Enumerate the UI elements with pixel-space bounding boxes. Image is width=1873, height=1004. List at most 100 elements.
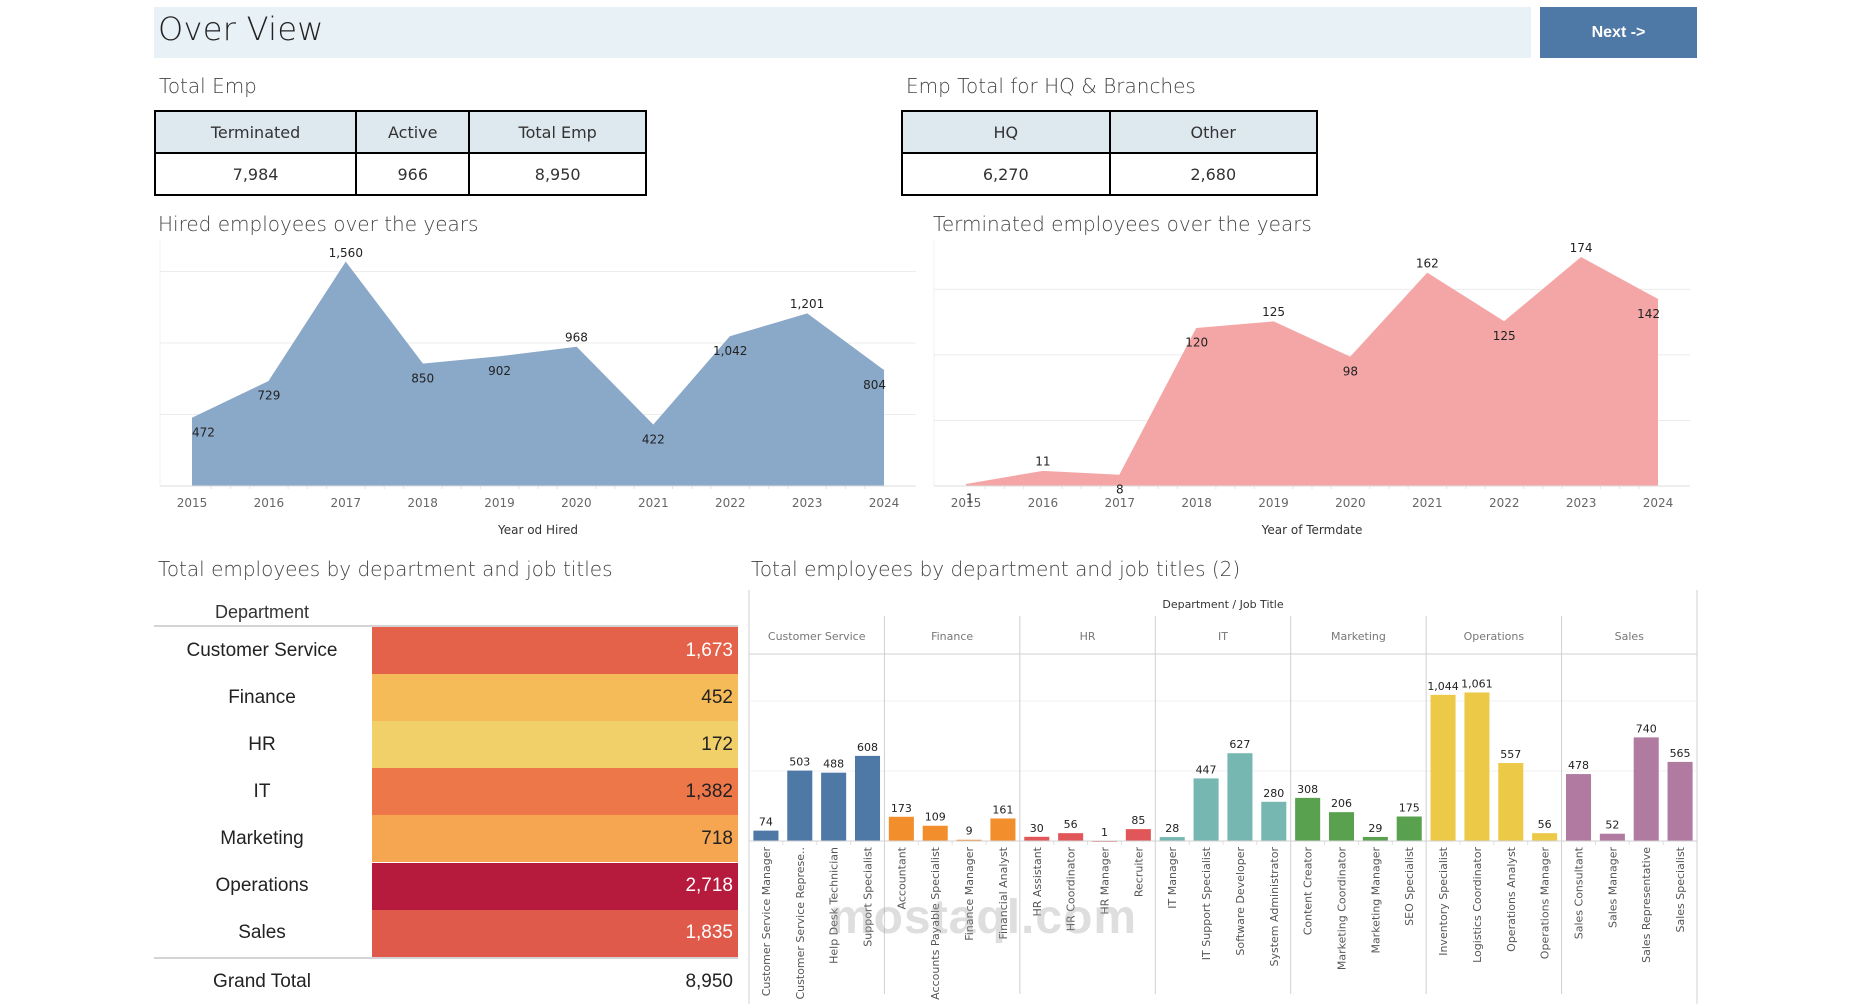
terminated-data-label: 1 xyxy=(966,492,974,506)
bar xyxy=(1532,833,1558,841)
bar xyxy=(922,825,948,841)
bar xyxy=(1396,816,1422,841)
terminated-x-tick-label: 2016 xyxy=(1028,496,1059,510)
bar xyxy=(1498,763,1524,841)
bar-group-label: Sales xyxy=(1615,630,1645,643)
department-row[interactable]: Operations 2,718 xyxy=(154,862,738,910)
terminated-x-tick-label: 2021 xyxy=(1412,496,1443,510)
grand-total-value: 8,950 xyxy=(685,971,733,992)
bar-category-label: Marketing Coordinator xyxy=(1336,847,1349,971)
bar-value-label: 478 xyxy=(1568,759,1589,772)
bar xyxy=(787,770,813,841)
hired-x-tick-label: 2020 xyxy=(561,496,592,510)
department-name: HR xyxy=(248,733,276,755)
hired-x-tick-label: 2023 xyxy=(792,496,823,510)
bar-category-label: Software Developer xyxy=(1234,847,1247,956)
department-name: IT xyxy=(253,780,271,802)
kpi-value-active: 966 xyxy=(355,152,471,196)
hired-data-label: 729 xyxy=(257,389,280,403)
bar xyxy=(1464,692,1490,841)
bar-value-label: 1,061 xyxy=(1461,677,1493,690)
bar-value-label: 85 xyxy=(1131,814,1145,827)
terminated-x-axis-title: Year of Termdate xyxy=(1261,523,1363,537)
kpi-value-total: 8,950 xyxy=(468,152,647,196)
bar-value-label: 627 xyxy=(1229,738,1250,751)
bar-category-label: Accountant xyxy=(895,846,908,909)
bar-chart-title: Total employees by department and job ti… xyxy=(751,557,1241,581)
next-button[interactable]: Next -> xyxy=(1540,7,1697,58)
terminated-data-label: 8 xyxy=(1116,483,1124,497)
department-value-cell: 452 xyxy=(372,674,738,722)
department-row[interactable]: Finance 452 xyxy=(154,674,738,722)
department-row[interactable]: Marketing 718 xyxy=(154,815,738,863)
hired-x-tick-label: 2016 xyxy=(254,496,285,510)
bar xyxy=(1565,774,1592,841)
kpi-header-total: Total Emp xyxy=(468,110,647,154)
bar-category-label: Sales Manager xyxy=(1606,847,1619,928)
hired-data-label: 968 xyxy=(565,331,588,345)
terminated-data-label: 142 xyxy=(1637,307,1660,321)
hired-chart-title: Hired employees over the years xyxy=(158,212,479,236)
bar-category-label: Customer Service Manager xyxy=(760,847,773,997)
total-emp-table: Terminated Active Total Emp 7,984 966 8,… xyxy=(153,110,647,196)
bar-value-label: 173 xyxy=(891,802,912,815)
bar-category-label: HR Coordinator xyxy=(1065,847,1078,932)
total-emp-title: Total Emp xyxy=(159,74,257,98)
hired-data-label: 1,042 xyxy=(713,344,747,358)
bar-value-label: 1,044 xyxy=(1427,680,1459,693)
terminated-x-tick-label: 2020 xyxy=(1335,496,1366,510)
department-row[interactable]: Customer Service 1,673 xyxy=(154,627,738,674)
hired-area xyxy=(192,262,884,486)
department-value-cell: 718 xyxy=(372,815,738,863)
department-row[interactable]: HR 172 xyxy=(154,721,738,769)
terminated-x-tick-label: 2018 xyxy=(1181,496,1212,510)
bar xyxy=(1295,797,1321,841)
bar-category-label: Accounts Payable Specialist xyxy=(929,846,942,999)
department-row[interactable]: Sales 1,835 xyxy=(154,909,738,957)
bar-category-label: Content Creator xyxy=(1302,847,1315,936)
kpi-header-hq: HQ xyxy=(901,110,1111,154)
bar xyxy=(1667,761,1693,841)
grand-total-row: Grand Total 8,950 xyxy=(154,959,738,1004)
bar-category-label: Operations Manager xyxy=(1539,847,1552,960)
bar xyxy=(1362,836,1388,841)
bar-group-label: Customer Service xyxy=(768,630,866,643)
department-value-cell: 2,718 xyxy=(372,862,738,910)
department-row[interactable]: IT 1,382 xyxy=(154,768,738,816)
department-name: Finance xyxy=(228,686,296,708)
terminated-x-tick-label: 2024 xyxy=(1643,496,1674,510)
bar xyxy=(1159,837,1185,841)
department-name: Operations xyxy=(215,875,309,896)
bar xyxy=(753,830,779,841)
terminated-data-label: 125 xyxy=(1493,329,1516,343)
bar-category-label: Marketing Manager xyxy=(1369,847,1382,954)
terminated-area xyxy=(966,257,1658,486)
bar-category-label: IT Support Specialist xyxy=(1200,846,1213,960)
terminated-data-label: 162 xyxy=(1416,257,1439,271)
bar-value-label: 1 xyxy=(1101,826,1108,839)
kpi-value-hq: 6,270 xyxy=(901,152,1111,196)
bar xyxy=(1058,833,1084,841)
hired-data-label: 804 xyxy=(863,378,886,392)
bar-value-label: 557 xyxy=(1500,748,1521,761)
bar-category-label: Sales Specialist xyxy=(1674,846,1687,932)
bar-value-label: 74 xyxy=(759,816,773,829)
department-value-cell: 1,673 xyxy=(372,627,738,674)
bar xyxy=(854,755,881,841)
department-value-cell: 172 xyxy=(372,721,738,769)
bar-group-label: HR xyxy=(1080,630,1096,643)
bar-value-label: 9 xyxy=(966,825,973,838)
terminated-x-tick-label: 2015 xyxy=(951,496,982,510)
hired-x-axis-title: Year od Hired xyxy=(497,523,578,537)
bar-group-label: Finance xyxy=(931,630,973,643)
bar-group-label: Operations xyxy=(1464,630,1525,643)
bar-value-label: 161 xyxy=(992,803,1013,816)
bar xyxy=(1430,694,1456,841)
bar xyxy=(1599,833,1625,841)
terminated-data-label: 11 xyxy=(1035,455,1050,469)
bar-value-label: 447 xyxy=(1196,763,1217,776)
bar-value-label: 608 xyxy=(857,741,878,754)
kpi-value-terminated: 7,984 xyxy=(153,152,358,196)
bar-category-label: Operations Analyst xyxy=(1505,846,1518,952)
title-bar xyxy=(154,7,1531,58)
